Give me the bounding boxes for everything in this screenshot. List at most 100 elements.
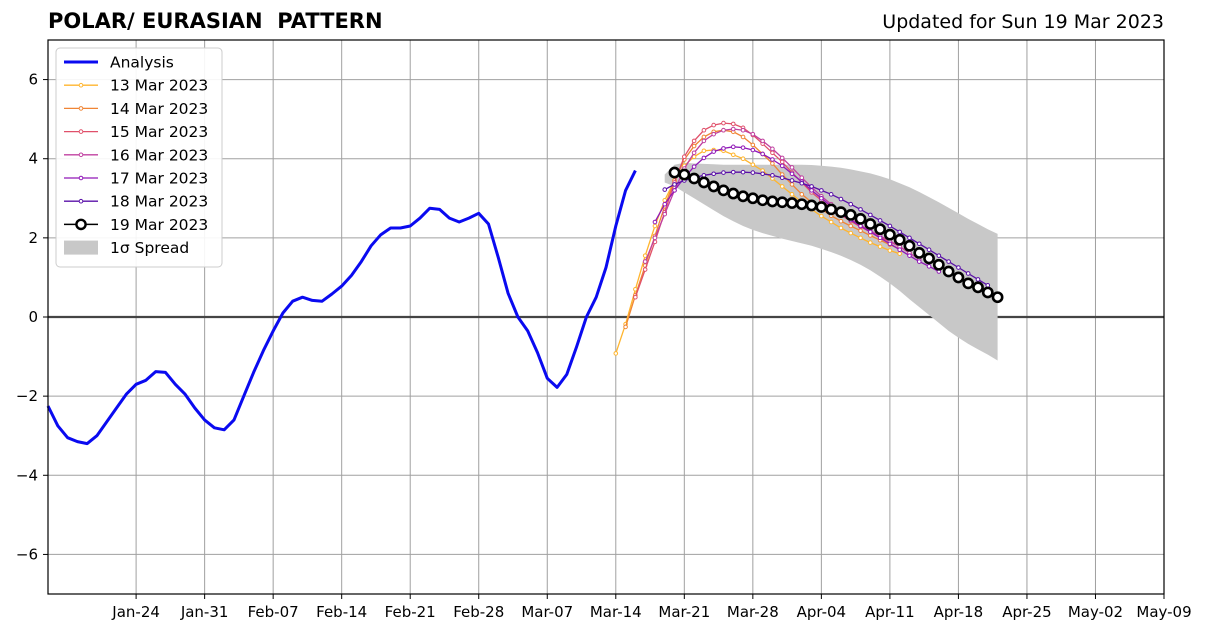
forecast-marker	[789, 165, 795, 170]
forecast-marker	[805, 199, 818, 212]
forecast-marker	[981, 286, 994, 299]
forecast-marker	[633, 294, 638, 300]
y-tick-label: 6	[28, 71, 38, 89]
legend-label: 19 Mar 2023	[110, 216, 208, 234]
x-tick-label: Feb-28	[453, 603, 504, 621]
forecast-marker	[877, 235, 883, 241]
forecast-marker	[740, 169, 746, 175]
forecast-marker	[877, 244, 883, 249]
forecast-marker	[887, 223, 893, 229]
legend-label: 17 Mar 2023	[110, 170, 208, 188]
series-layer	[46, 120, 1004, 446]
forecast-marker	[760, 138, 765, 144]
forecast-marker	[613, 351, 619, 356]
forecast-marker	[750, 131, 756, 137]
forecast-marker	[956, 265, 961, 270]
forecast-marker	[893, 233, 906, 246]
forecast-marker	[916, 259, 922, 264]
forecast-marker	[868, 240, 873, 245]
forecast-marker	[825, 203, 838, 216]
legend-swatch-marker	[75, 218, 87, 231]
plot-frame	[47, 39, 1165, 595]
y-tick-label: −4	[16, 466, 38, 484]
x-tick-label: Apr-18	[934, 603, 984, 621]
forecast-marker	[770, 146, 775, 152]
forecast-marker	[799, 175, 805, 181]
forecast-marker	[750, 170, 756, 175]
forecast-marker	[828, 219, 834, 225]
forecast-marker	[838, 196, 844, 202]
forecast-marker	[838, 225, 844, 231]
forecast-marker	[721, 127, 726, 133]
forecast-marker	[789, 178, 795, 183]
legend-label: Analysis	[110, 54, 174, 72]
forecast-marker	[868, 233, 873, 238]
forecast-marker	[926, 264, 932, 269]
legend-swatch-marker	[78, 198, 84, 204]
forecast-marker	[883, 228, 896, 241]
forecast-marker	[779, 163, 785, 169]
forecast-marker	[868, 229, 873, 235]
y-tick-label: 4	[28, 150, 38, 168]
forecast-marker	[779, 175, 785, 181]
forecast-marker	[946, 259, 951, 264]
forecast-marker	[678, 168, 691, 181]
forecast-marker	[770, 157, 775, 162]
legend-swatch-marker	[78, 129, 84, 134]
forecast-marker	[701, 134, 707, 140]
forecast-marker	[864, 218, 877, 230]
axes: Jan-24 Jan-31 Feb-07 Feb-14 Feb-21 Feb-28 Mar-…	[16, 39, 1192, 621]
forecast-marker	[691, 164, 697, 169]
forecast-marker	[848, 230, 854, 236]
x-tick-label: Apr-04	[797, 603, 847, 621]
x-tick-label: Apr-11	[865, 603, 915, 621]
legend-label: 18 Mar 2023	[110, 193, 208, 211]
forecast-marker	[750, 162, 756, 167]
forecast-marker	[838, 218, 844, 224]
forecast-marker	[942, 265, 955, 278]
forecast-marker	[756, 194, 769, 207]
x-tick-label: Mar-14	[590, 603, 642, 621]
forecast-marker	[936, 253, 942, 258]
forecast-marker	[688, 172, 701, 185]
forecast-marker	[682, 154, 687, 160]
forecast-marker	[642, 259, 648, 264]
y-tick-label: 2	[28, 229, 38, 247]
forecast-marker	[730, 121, 736, 127]
forecast-marker	[828, 192, 834, 197]
forecast-marker	[701, 148, 707, 154]
forecast-marker	[701, 155, 707, 161]
forecast-marker	[819, 195, 824, 201]
forecast-marker	[727, 187, 740, 200]
forecast-marker	[770, 173, 775, 178]
forecast-marker	[848, 201, 854, 207]
forecast-marker	[926, 247, 932, 253]
forecast-marker	[770, 161, 775, 166]
forecast-marker	[662, 187, 668, 192]
x-tick-label: May-09	[1136, 603, 1191, 621]
forecast-marker	[789, 182, 795, 187]
forecast-marker	[809, 184, 814, 189]
legend-label: 16 Mar 2023	[110, 146, 208, 164]
forecast-marker	[903, 239, 916, 252]
forecast-marker	[701, 127, 707, 133]
forecast-marker	[897, 247, 902, 253]
forecast-marker	[750, 142, 756, 148]
forecast-marker	[717, 184, 730, 197]
forecast-marker	[691, 138, 697, 144]
forecast-marker	[962, 277, 975, 290]
y-tick-label: −2	[16, 387, 38, 405]
analysis-line	[46, 169, 637, 446]
forecast-marker	[652, 219, 658, 225]
forecast-marker	[740, 134, 746, 140]
legend-swatch-marker	[78, 82, 84, 88]
forecast-marker	[868, 212, 873, 218]
legend: Analysis 13 Mar 2023 14 Mar 2023 15 Mar 202…	[55, 47, 223, 268]
forecast-marker	[760, 171, 765, 177]
forecast-marker	[721, 120, 726, 126]
forecast-marker	[737, 190, 749, 203]
forecast-marker	[799, 180, 805, 186]
forecast-marker	[835, 206, 847, 219]
forecast-marker	[789, 192, 795, 197]
forecast-marker	[789, 171, 795, 177]
